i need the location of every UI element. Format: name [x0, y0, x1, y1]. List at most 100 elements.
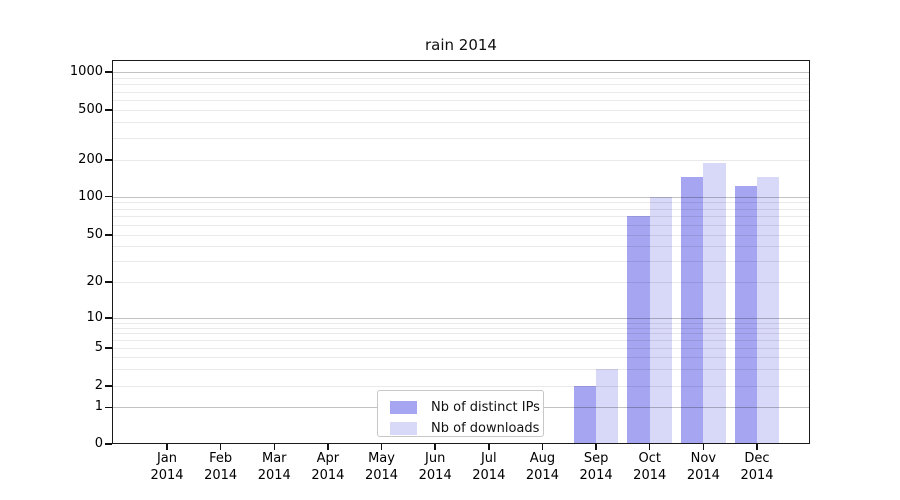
- y-tick-mark: [105, 109, 112, 111]
- y-tick-label: 1000: [69, 64, 103, 79]
- legend-swatch-downloads: [390, 422, 417, 435]
- x-tick-mark: [434, 444, 436, 450]
- legend: Nb of distinct IPs Nb of downloads: [377, 390, 544, 437]
- bar-distinct-ips-oct: [627, 216, 650, 444]
- x-tick-year: 2014: [418, 468, 452, 483]
- x-tick-month: Jul: [480, 451, 497, 466]
- y-tick-mark: [105, 195, 112, 198]
- minor-gridline: [112, 369, 810, 371]
- plot-area: Nb of distinct IPs Nb of downloads: [112, 60, 810, 444]
- y-tick-mark: [105, 406, 112, 409]
- x-tick-year: 2014: [150, 468, 184, 483]
- minor-gridline: [112, 281, 810, 283]
- minor-gridline: [112, 216, 810, 218]
- y-tick-label: 5: [94, 340, 103, 355]
- y-tick-mark: [105, 385, 112, 387]
- x-tick-label: Mar 2014: [244, 450, 304, 484]
- x-tick-mark: [541, 444, 544, 450]
- x-tick-month: Dec: [744, 451, 770, 466]
- x-tick-month: May: [368, 451, 395, 466]
- bar-downloads-sep: [596, 369, 619, 444]
- minor-gridline: [112, 333, 810, 335]
- y-tick-label: 20: [86, 273, 103, 289]
- x-tick-year: 2014: [364, 468, 399, 483]
- x-tick-mark: [219, 444, 222, 450]
- minor-gridline: [112, 322, 810, 324]
- x-tick-mark: [273, 444, 276, 450]
- y-tick-label: 2: [94, 378, 103, 394]
- x-tick-month: Feb: [209, 451, 233, 466]
- minor-gridline: [112, 100, 810, 101]
- minor-gridline: [112, 327, 810, 329]
- minor-gridline: [112, 77, 810, 79]
- x-tick-year: 2014: [633, 468, 667, 483]
- chart-title: rain 2014: [425, 36, 497, 54]
- x-tick-label: Nov 2014: [673, 450, 733, 484]
- minor-gridline: [112, 122, 810, 124]
- x-tick-mark: [756, 444, 758, 450]
- y-tick-label: 10: [86, 310, 103, 325]
- y-tick-mark: [105, 443, 112, 445]
- x-tick-mark: [648, 444, 651, 450]
- x-tick-mark: [380, 444, 383, 450]
- x-tick-month: Aug: [529, 451, 556, 466]
- legend-swatch-distinct-ips: [390, 401, 417, 414]
- x-tick-mark: [595, 444, 597, 450]
- y-tick-mark: [105, 159, 112, 161]
- x-tick-month: Jan: [156, 451, 178, 466]
- minor-gridline: [112, 159, 810, 161]
- bar-downloads-oct: [649, 196, 673, 444]
- minor-gridline: [112, 340, 810, 342]
- y-tick-mark: [105, 281, 112, 283]
- x-tick-mark: [166, 444, 168, 450]
- x-tick-mark: [702, 444, 705, 450]
- legend-label-distinct-ips: Nb of distinct IPs: [431, 400, 540, 415]
- x-tick-year: 2014: [686, 468, 720, 483]
- x-tick-year: 2014: [204, 468, 238, 483]
- y-tick-label: 0: [94, 436, 103, 451]
- minor-gridline: [112, 109, 810, 111]
- legend-item-distinct-ips: Nb of distinct IPs: [390, 397, 543, 418]
- x-tick-label: Jul 2014: [459, 450, 519, 484]
- x-tick-label: Aug 2014: [512, 450, 572, 484]
- minor-gridline: [112, 208, 810, 210]
- y-tick-label: 100: [78, 188, 103, 204]
- y-tick-label: 200: [78, 151, 103, 167]
- y-tick-label: 50: [86, 226, 103, 242]
- major-gridline: [112, 318, 810, 319]
- x-tick-label: Jan 2014: [137, 450, 197, 484]
- minor-gridline: [112, 91, 810, 93]
- bar-distinct-ips-sep: [573, 386, 597, 444]
- x-tick-label: Jun 2014: [405, 450, 465, 484]
- x-tick-year: 2014: [525, 468, 559, 483]
- x-tick-month: Oct: [638, 451, 661, 466]
- legend-label-downloads: Nb of downloads: [431, 421, 540, 436]
- y-tick-mark: [105, 317, 112, 319]
- legend-item-downloads: Nb of downloads: [390, 418, 543, 439]
- bar-distinct-ips-nov: [681, 176, 704, 444]
- x-tick-label: Feb 2014: [191, 450, 251, 484]
- x-tick-year: 2014: [257, 468, 291, 483]
- x-tick-label: May 2014: [352, 450, 412, 484]
- bar-downloads-nov: [703, 162, 726, 444]
- x-tick-label: Sep 2014: [566, 450, 626, 484]
- x-tick-label: Oct 2014: [620, 450, 680, 484]
- minor-gridline: [112, 137, 810, 139]
- minor-gridline: [112, 386, 810, 388]
- y-tick-mark: [105, 234, 112, 236]
- x-tick-month: Sep: [583, 451, 609, 466]
- minor-gridline: [112, 246, 810, 248]
- x-tick-year: 2014: [740, 468, 774, 483]
- major-gridline: [112, 72, 810, 73]
- minor-gridline: [112, 202, 810, 204]
- x-tick-label: Apr 2014: [298, 450, 358, 484]
- bar-downloads-dec: [756, 176, 780, 444]
- minor-gridline: [112, 84, 810, 86]
- minor-gridline: [112, 357, 810, 359]
- x-tick-mark: [327, 444, 329, 450]
- x-tick-year: 2014: [579, 468, 613, 483]
- y-tick-mark: [105, 347, 112, 349]
- x-tick-label: Dec 2014: [727, 450, 787, 484]
- y-tick-label: 1: [94, 399, 103, 415]
